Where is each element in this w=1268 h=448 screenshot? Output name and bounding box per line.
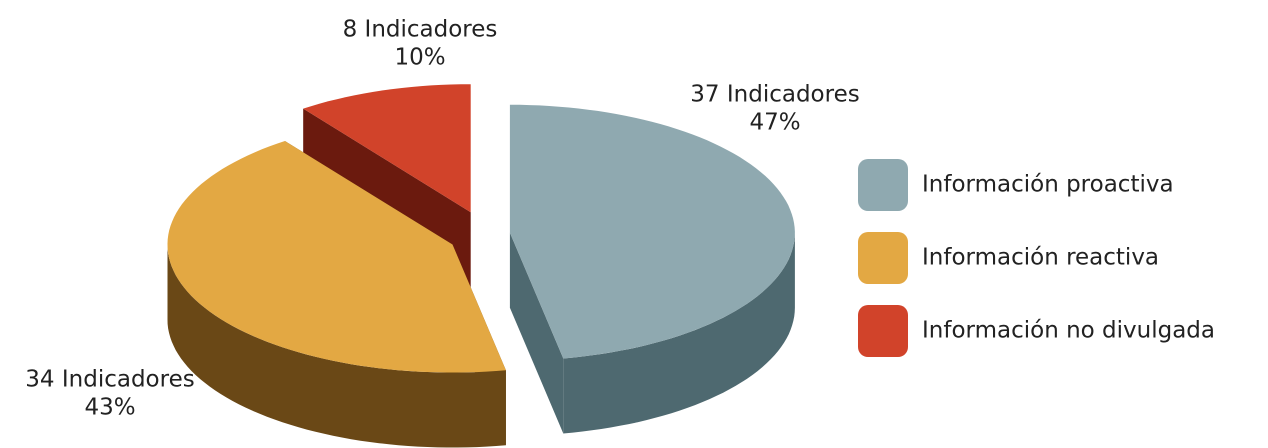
indicator-label: 8 Indicadores [343,17,498,43]
slice-wall [509,232,564,434]
indicator-label: 37 Indicadores [690,82,859,108]
value-label: 10% [394,45,445,71]
slice [509,104,795,359]
value-label: 47% [749,110,800,136]
legend-label: Información reactiva [922,245,1159,271]
slice [509,104,795,434]
legend-label: Información no divulgada [922,318,1215,344]
value-label: 43% [84,395,135,421]
legend-swatch [858,159,908,211]
slice [167,141,506,373]
slice-side [167,244,506,448]
legend-swatch [858,305,908,357]
legend-swatch [858,232,908,284]
indicator-label: 34 Indicadores [25,367,194,393]
slice [167,141,506,448]
legend-label: Información proactiva [922,172,1174,198]
slice-side [563,232,795,434]
slice [303,84,471,213]
